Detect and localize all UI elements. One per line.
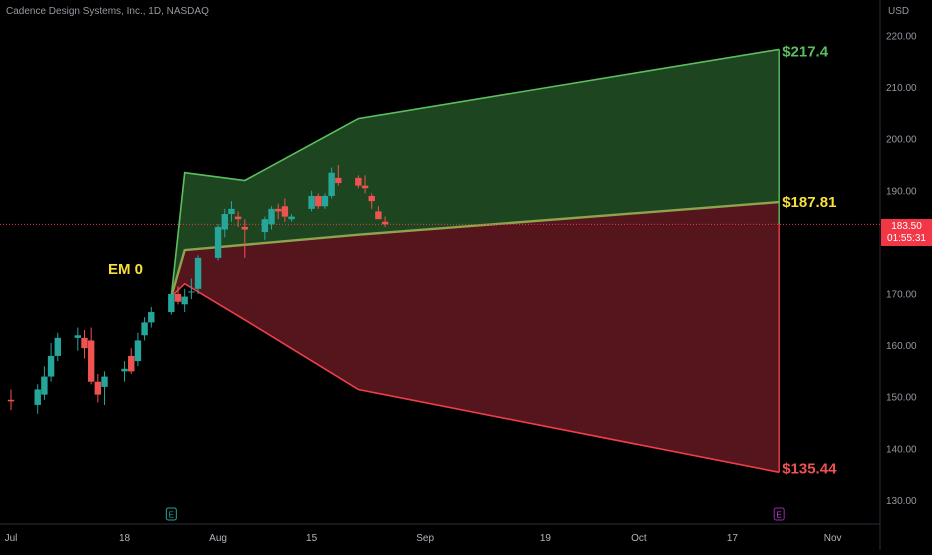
earnings-marker-past-label: E: [169, 511, 174, 520]
candle-body: [54, 337, 61, 356]
current-price-value: 183.50: [891, 221, 922, 232]
bar-countdown: 01:55:31: [887, 233, 926, 244]
earnings-marker-future: [773, 507, 785, 521]
time-axis-tick: 19: [540, 533, 552, 544]
em-label: EM 0: [108, 261, 143, 278]
time-axis-tick: 15: [306, 533, 318, 544]
candle-body: [308, 195, 315, 209]
downside-band: [171, 202, 780, 473]
price-axis-tick: 140.00: [886, 444, 917, 455]
candle-body: [7, 399, 15, 402]
lower-target-label: $135.44: [782, 460, 837, 477]
candle-body: [148, 312, 155, 323]
candle-body: [41, 376, 48, 395]
earnings-marker-future-label: E: [777, 511, 782, 520]
candle-body: [288, 216, 295, 220]
candle-body: [321, 195, 329, 207]
price-axis-tick: 200.00: [886, 135, 917, 146]
time-axis-tick: Oct: [631, 533, 647, 544]
candle-body: [134, 340, 142, 362]
price-axis-tick: 220.00: [886, 32, 917, 43]
candle-body: [194, 257, 202, 289]
time-axis-tick: 17: [727, 533, 739, 544]
candle-body: [94, 381, 102, 395]
candle-body: [275, 208, 282, 212]
price-axis-tick: 150.00: [886, 393, 917, 404]
candle-body: [268, 208, 275, 225]
candle-body: [361, 185, 369, 189]
mid-target-label: $187.81: [782, 194, 836, 211]
price-axis-tick: 160.00: [886, 341, 917, 352]
candle-body: [335, 177, 342, 184]
time-axis-tick: 18: [119, 533, 131, 544]
time-axis-tick: Sep: [416, 533, 434, 544]
candle-body: [234, 216, 242, 220]
candle-body: [368, 195, 375, 202]
candle-body: [214, 226, 222, 258]
candle-body: [121, 368, 128, 372]
price-axis-currency: USD: [888, 6, 909, 17]
symbol-info: Cadence Design Systems, Inc., 1D, NASDAQ: [6, 6, 209, 17]
time-axis-tick: Aug: [209, 533, 227, 544]
candle-body: [228, 208, 235, 215]
time-axis-tick: Nov: [824, 533, 842, 544]
candle-body: [328, 172, 335, 196]
candle-body: [168, 294, 175, 313]
candle-body: [375, 211, 382, 220]
price-axis-tick: 170.00: [886, 290, 917, 301]
earnings-marker-past: [165, 507, 177, 521]
price-axis-tick: 190.00: [886, 186, 917, 197]
candle-body: [181, 296, 188, 305]
candle-body: [355, 177, 362, 186]
candle-body: [281, 206, 289, 217]
candle-body: [174, 294, 182, 302]
mid-line: [170, 200, 780, 297]
price-axis-tick: 210.00: [886, 83, 917, 94]
candle-body: [87, 340, 95, 382]
candle-body: [381, 221, 389, 225]
current-price-tag: 183.50 01:55:31: [881, 219, 932, 246]
lower-bound-line: [170, 282, 780, 474]
candle-body: [128, 355, 135, 372]
candle-body: [47, 355, 55, 377]
candle-body: [81, 337, 88, 349]
upper-bound-line: [170, 48, 780, 297]
candle-body: [188, 291, 195, 293]
candle-body: [315, 195, 322, 207]
upper-target-label: $217.4: [782, 43, 829, 60]
candle-body: [261, 219, 269, 233]
price-axis-tick: 130.00: [886, 496, 917, 507]
time-axis-tick: Jul: [5, 533, 18, 544]
upside-band: [171, 49, 780, 297]
candle-body: [34, 389, 41, 405]
candle-body: [241, 226, 248, 230]
candle-body: [221, 214, 228, 230]
candle-body: [101, 376, 108, 387]
candle-body: [141, 322, 148, 336]
candle-body: [74, 335, 81, 338]
